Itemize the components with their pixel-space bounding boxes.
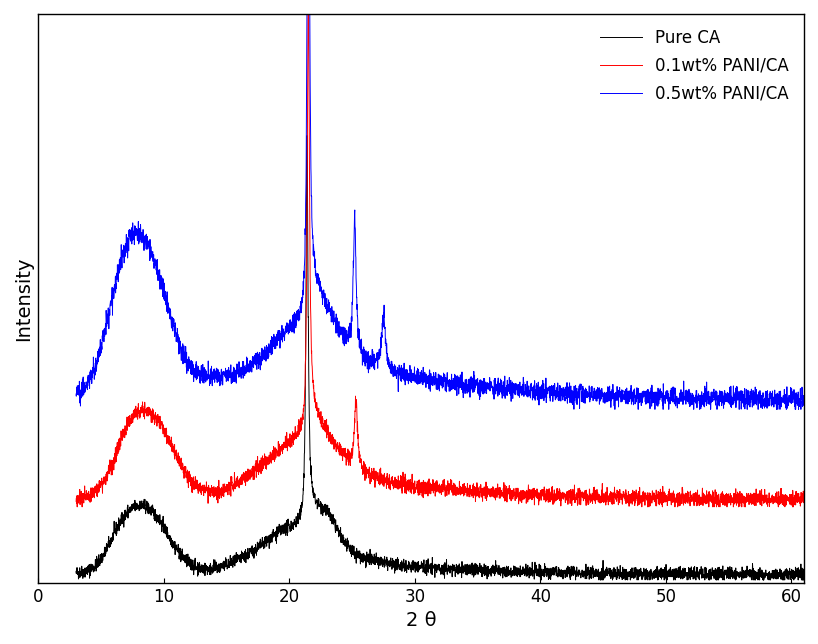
0.1wt% PANI/CA	[777, 498, 787, 506]
0.1wt% PANI/CA	[600, 495, 610, 502]
0.5wt% PANI/CA	[799, 401, 809, 408]
0.5wt% PANI/CA	[600, 395, 610, 403]
0.5wt% PANI/CA	[741, 400, 751, 408]
Pure CA	[383, 557, 393, 565]
Pure CA	[302, 131, 312, 139]
0.1wt% PANI/CA	[377, 479, 387, 487]
0.1wt% PANI/CA	[799, 488, 809, 496]
0.5wt% PANI/CA	[417, 373, 427, 381]
Line: 0.1wt% PANI/CA: 0.1wt% PANI/CA	[76, 0, 804, 507]
Pure CA	[71, 567, 81, 575]
0.5wt% PANI/CA	[777, 394, 787, 402]
Pure CA	[417, 564, 427, 572]
Pure CA	[537, 576, 546, 584]
Line: 0.5wt% PANI/CA: 0.5wt% PANI/CA	[76, 0, 804, 410]
0.5wt% PANI/CA	[610, 406, 620, 413]
0.1wt% PANI/CA	[417, 483, 427, 491]
Pure CA	[377, 559, 387, 567]
Line: Pure CA: Pure CA	[76, 135, 804, 580]
Pure CA	[777, 575, 787, 583]
0.1wt% PANI/CA	[72, 503, 82, 511]
0.5wt% PANI/CA	[377, 334, 387, 341]
Pure CA	[741, 571, 751, 578]
X-axis label: 2 θ: 2 θ	[406, 611, 437, 630]
0.5wt% PANI/CA	[71, 390, 81, 398]
0.1wt% PANI/CA	[71, 498, 81, 506]
0.5wt% PANI/CA	[383, 357, 393, 365]
0.1wt% PANI/CA	[741, 498, 751, 506]
0.1wt% PANI/CA	[383, 475, 393, 483]
Pure CA	[799, 569, 809, 577]
Legend: Pure CA, 0.1wt% PANI/CA, 0.5wt% PANI/CA: Pure CA, 0.1wt% PANI/CA, 0.5wt% PANI/CA	[594, 23, 796, 109]
Pure CA	[600, 573, 610, 581]
Y-axis label: Intensity: Intensity	[14, 256, 33, 341]
